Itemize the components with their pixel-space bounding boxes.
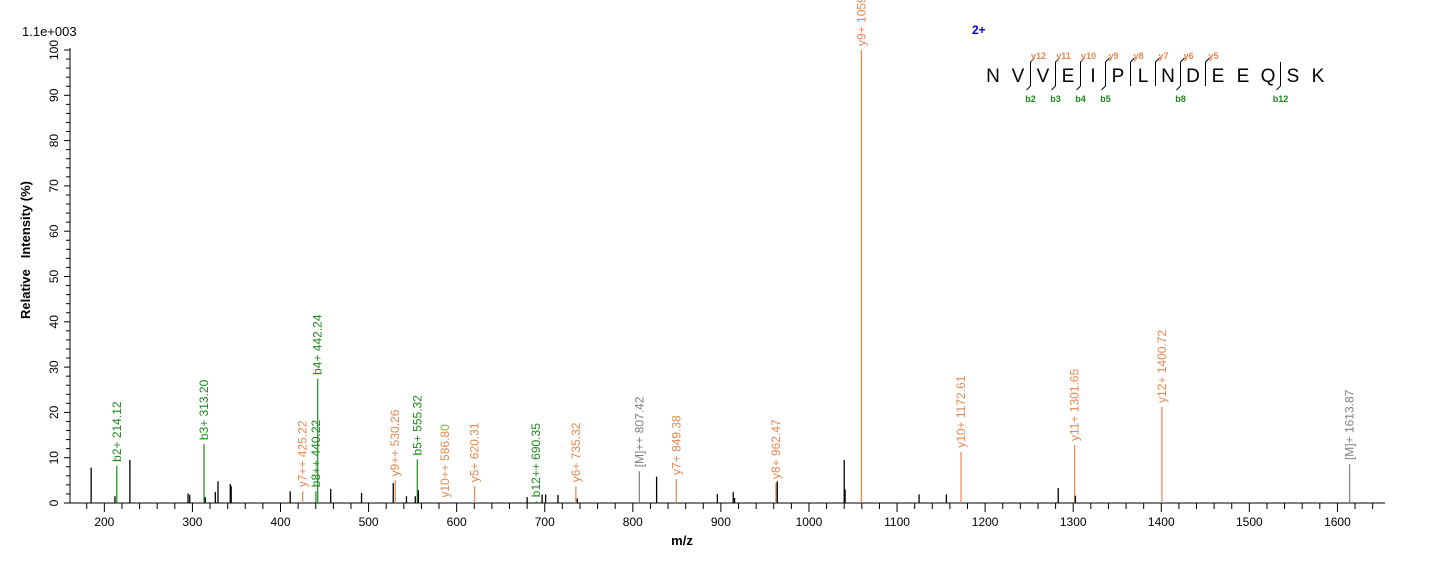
y-tick-label: 100 xyxy=(47,40,61,60)
peak-label: [M]++ 807.42 xyxy=(632,396,646,467)
peak-label: y12+ 1400.72 xyxy=(1155,330,1169,403)
y-tick-label: 50 xyxy=(47,270,61,284)
y-ion-label: y8 xyxy=(1133,51,1143,61)
peak-label: y9+ 1059.52 xyxy=(854,0,868,46)
y-ion-label: y5 xyxy=(1208,51,1218,61)
x-tick-label: 1200 xyxy=(972,515,999,529)
b-ion-bracket xyxy=(1076,85,1081,91)
y-ion-bracket xyxy=(1205,57,1210,63)
y-ion-bracket xyxy=(1130,57,1135,63)
peak-label: b2+ 214.12 xyxy=(110,401,124,462)
peak-label: [M]+ 1613.87 xyxy=(1343,389,1357,460)
peak-label: b12++ 690.35 xyxy=(529,423,543,497)
residue-letter: E xyxy=(1062,66,1075,87)
residue-letter: S xyxy=(1287,66,1300,87)
y-ion-bracket xyxy=(1155,57,1160,63)
b-ion-bracket xyxy=(1176,85,1181,91)
y-ion-label: y10 xyxy=(1081,51,1096,61)
b-ion-bracket xyxy=(1026,85,1031,91)
peak-label: y5+ 620.31 xyxy=(468,422,482,482)
y-ion-bracket xyxy=(1180,57,1185,63)
residue-letter: N xyxy=(1161,66,1175,87)
peak-label: y8+ 962.47 xyxy=(769,419,783,479)
b-ion-label: b5 xyxy=(1100,94,1111,104)
charge-state-label: 2+ xyxy=(972,23,986,37)
y-tick-label: 30 xyxy=(47,360,61,374)
residue-letter: E xyxy=(1237,66,1250,87)
peak-label: y11+ 1301.65 xyxy=(1068,369,1082,442)
x-tick-label: 300 xyxy=(182,515,202,529)
y-tick-label: 80 xyxy=(47,134,61,148)
y-ion-label: y9 xyxy=(1108,51,1118,61)
residue-letter: P xyxy=(1112,66,1125,87)
peak-label: y10++ 586.80 xyxy=(438,424,452,498)
peak-label: y10+ 1172.61 xyxy=(954,375,968,448)
b-ion-label: b4 xyxy=(1075,94,1086,104)
b-ion-bracket xyxy=(1051,85,1056,91)
b-ion-bracket xyxy=(1276,85,1281,91)
b-ion-label: b2 xyxy=(1025,94,1036,104)
b-ion-label: b3 xyxy=(1050,94,1061,104)
y-tick-label: 0 xyxy=(47,499,61,506)
y-ion-bracket xyxy=(1055,57,1060,63)
x-tick-label: 1100 xyxy=(884,515,910,529)
x-tick-label: 800 xyxy=(623,515,643,529)
x-tick-label: 500 xyxy=(359,515,379,529)
y-tick-label: 60 xyxy=(47,224,61,238)
y-ion-label: y6 xyxy=(1183,51,1193,61)
peak-label: y6+ 735.32 xyxy=(569,422,583,482)
b-ion-label: b12 xyxy=(1273,94,1289,104)
peak-label: b8++ 440.22 xyxy=(309,419,323,487)
y-tick-label: 10 xyxy=(47,451,61,465)
b-ion-bracket xyxy=(1101,85,1106,91)
peak-label: b3+ 313.20 xyxy=(197,379,211,440)
x-tick-label: 1300 xyxy=(1060,515,1087,529)
residue-letter: V xyxy=(1012,66,1025,87)
intensity-scale-label: 1.1e+003 xyxy=(22,24,77,39)
x-tick-label: 600 xyxy=(447,515,467,529)
y-ion-label: y7 xyxy=(1158,51,1168,61)
residue-letter: L xyxy=(1138,66,1149,87)
peak-label: y7++ 425.22 xyxy=(296,420,310,487)
x-tick-label: 1400 xyxy=(1148,515,1175,529)
y-ion-bracket xyxy=(1105,57,1110,63)
residue-letter: D xyxy=(1186,66,1200,87)
y-tick-label: 40 xyxy=(47,315,61,329)
residue-letter: Q xyxy=(1261,66,1276,87)
residue-letter: N xyxy=(986,66,1000,87)
peak-label: b4+ 442.24 xyxy=(311,314,325,375)
residue-letter: E xyxy=(1212,66,1225,87)
y-ion-label: y11 xyxy=(1056,51,1071,61)
b-ion-label: b8 xyxy=(1175,94,1186,104)
residue-letter: K xyxy=(1312,66,1325,87)
y-ion-bracket xyxy=(1030,57,1035,63)
x-tick-label: 700 xyxy=(535,515,555,529)
peak-label: y7+ 849.38 xyxy=(669,415,683,475)
y-tick-label: 70 xyxy=(47,179,61,193)
peak-label: y9++ 530.26 xyxy=(388,409,402,476)
x-tick-label: 900 xyxy=(711,515,731,529)
x-tick-label: 1600 xyxy=(1324,515,1351,529)
y-ion-label: y12 xyxy=(1031,51,1046,61)
peak-label: b5+ 555.32 xyxy=(410,395,424,456)
y-tick-label: 20 xyxy=(47,405,61,419)
residue-letter: V xyxy=(1037,66,1050,87)
x-tick-label: 1000 xyxy=(796,515,823,529)
x-tick-label: 400 xyxy=(270,515,290,529)
y-tick-label: 90 xyxy=(47,88,61,102)
x-tick-label: 200 xyxy=(94,515,114,529)
y-axis-title: Relative Intensity (%) xyxy=(18,181,33,319)
residue-letter: I xyxy=(1090,66,1095,87)
y-ion-bracket xyxy=(1080,57,1085,63)
x-tick-label: 1500 xyxy=(1236,515,1263,529)
x-axis-title: m/z xyxy=(671,533,693,548)
